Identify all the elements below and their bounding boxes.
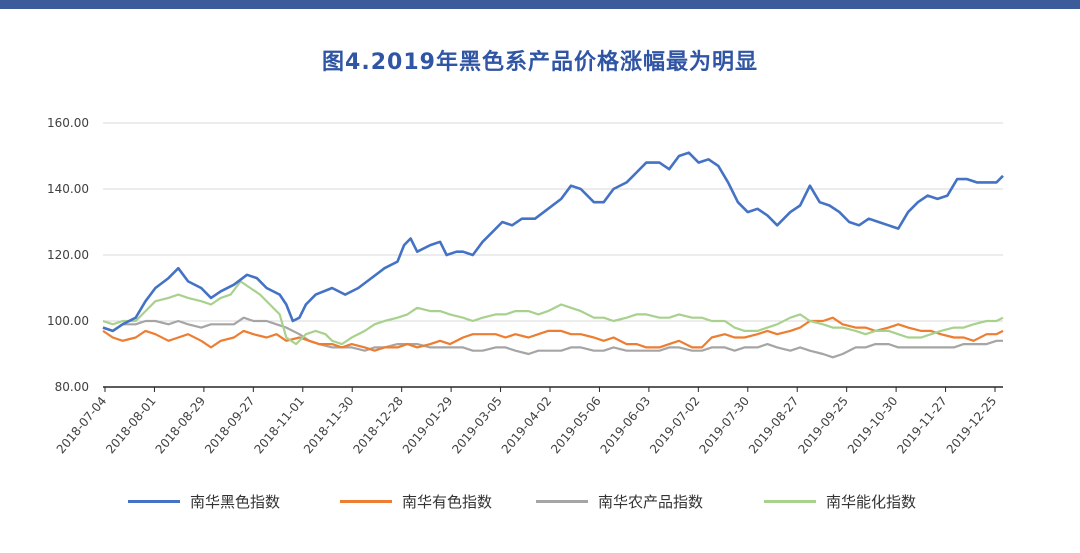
legend-item-black: 南华黑色指数 xyxy=(128,490,280,512)
x-tick-label: 2019-07-02 xyxy=(647,394,703,456)
header-bar xyxy=(0,0,1080,9)
series-layer xyxy=(102,151,1004,359)
x-tick-label: 2018-09-27 xyxy=(202,394,258,456)
x-tick-label: 2019-05-06 xyxy=(548,394,604,456)
legend-swatch-black xyxy=(128,499,180,503)
legend-swatch-nonferrous xyxy=(340,499,392,503)
x-tick-label: 2019-12-25 xyxy=(944,394,1000,456)
x-tick-label: 2019-01-29 xyxy=(400,394,456,456)
y-tick-label: 120.00 xyxy=(47,248,89,262)
x-tick-label: 2018-08-01 xyxy=(103,394,159,456)
legend-item-agri: 南华农产品指数 xyxy=(536,490,703,512)
series-line-energy xyxy=(102,280,1004,346)
series-line-nonferrous xyxy=(102,316,1004,352)
legend-swatch-energy xyxy=(764,499,816,503)
x-tick-label: 2018-12-28 xyxy=(350,394,406,456)
x-tick-label: 2019-04-02 xyxy=(499,394,555,456)
y-tick-label: 160.00 xyxy=(47,116,89,130)
legend-label-agri: 南华农产品指数 xyxy=(598,492,704,511)
x-tick-label: 2019-10-30 xyxy=(845,394,901,456)
y-tick-label: 80.00 xyxy=(55,380,89,394)
x-tick-label: 2019-09-25 xyxy=(795,394,851,456)
y-axis-ticks: 80.00 100.00 120.00 140.00 160.00 xyxy=(47,116,89,394)
legend-label-energy: 南华能化指数 xyxy=(826,492,917,511)
x-axis-ticks: 2018-07-042018-08-012018-08-292018-09-27… xyxy=(54,387,1000,456)
x-tick-label: 2018-11-01 xyxy=(252,394,308,456)
legend-label-nonferrous: 南华有色指数 xyxy=(402,492,493,511)
x-tick-label: 2019-11-27 xyxy=(894,394,950,456)
series-line-agri xyxy=(102,316,1003,359)
legend-label-black: 南华黑色指数 xyxy=(190,492,281,511)
x-tick-label: 2019-08-27 xyxy=(746,394,802,456)
chart-legend: 南华黑色指数 南华有色指数 南华农产品指数 南华能化指数 xyxy=(128,490,968,512)
y-tick-label: 140.00 xyxy=(47,182,89,196)
x-tick-label: 2018-08-29 xyxy=(153,394,209,456)
legend-swatch-agri xyxy=(536,499,588,503)
x-tick-label: 2019-07-30 xyxy=(697,394,753,456)
legend-item-nonferrous: 南华有色指数 xyxy=(340,490,492,512)
x-tick-label: 2019-03-05 xyxy=(449,394,505,456)
x-tick-label: 2018-11-30 xyxy=(301,394,357,456)
chart-title: 图4.2019年黑色系产品价格涨幅最为明显 xyxy=(322,50,758,75)
y-tick-label: 100.00 xyxy=(47,314,89,328)
series-line-black xyxy=(102,151,1004,333)
legend-item-energy: 南华能化指数 xyxy=(764,490,916,512)
x-tick-label: 2018-07-04 xyxy=(54,394,110,456)
x-tick-label: 2019-06-03 xyxy=(598,394,654,456)
